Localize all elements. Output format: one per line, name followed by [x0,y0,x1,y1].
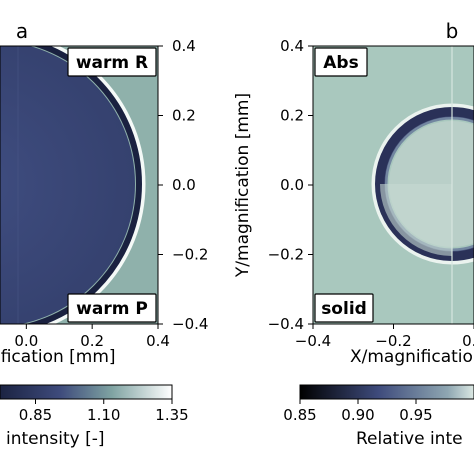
annotation-abs: Abs [314,47,368,77]
disc-halo [41,46,146,324]
panel-b-y-label: Y/magnification [mm] [233,93,253,278]
y-tick-label: −0.4 [268,315,304,333]
y-tick-label: −0.4 [172,315,208,333]
panel-letter-a: a [16,19,28,43]
panel-a-y-axis: 0.4 0.2 0.0 −0.2 −0.4 [158,37,208,333]
panel-b-y-axis: 0.4 0.2 0.0 −0.2 −0.4 [268,37,313,333]
panel-letter-b: b [446,19,459,43]
svg-text:Abs: Abs [323,53,358,73]
svg-text:warm P: warm P [76,299,148,319]
panel-b-x-axis: −0.4 −0.2 0.0 [295,324,474,350]
y-tick-label: 0.0 [172,176,196,194]
annotation-warm-r: warm R [67,47,157,77]
disc [0,46,135,324]
y-tick-label: −0.2 [268,246,304,264]
panel-a-colorbar-ticks: 0.85 1.10 1.35 [19,399,189,424]
panel-b-colorbar-ticks: 0.85 0.90 0.95 [283,399,433,424]
svg-text:solid: solid [321,299,367,319]
y-tick-label: 0.2 [280,107,304,125]
panel-b: Abs solid b −0.4−0.20.0 0.40.20.0−0.2−0.… [233,19,474,449]
panel-b-image [313,46,474,324]
y-tick-label: 0.4 [280,37,304,55]
panel-b-colorbar-label: Relative inte [356,429,463,449]
x-tick-label: 0.2 [80,332,104,350]
disc-edge-ring [25,46,142,324]
y-tick-label: −0.2 [172,246,208,264]
colorbar-tick-label: 0.85 [283,406,316,424]
colorbar-tick-label: 1.10 [87,406,120,424]
x-tick-label: 0.0 [462,332,474,350]
x-tick-label: 0.0 [14,332,38,350]
annotation-warm-p: warm P [67,293,157,323]
panel-b-colorbar [299,384,474,400]
x-tick-label: −0.4 [295,332,331,350]
panel-a-x-label: ification [mm] [0,347,116,367]
colorbar-tick-label: 1.35 [155,406,188,424]
colorbar-tick-label: 0.90 [341,406,374,424]
colorbar-tick-label: 0.95 [399,406,432,424]
svg-text:warm R: warm R [76,53,148,73]
annotation-solid: solid [314,293,374,323]
y-tick-label: 0.4 [172,37,196,55]
x-tick-label: −0.2 [375,332,411,350]
panel-a-x-axis: 0.0 0.2 0.4 [14,324,170,350]
y-tick-label: 0.0 [280,176,304,194]
x-tick-label: 0.4 [146,332,170,350]
panel-a-colorbar-label: intensity [-] [6,429,105,449]
panel-a: warm R warm P a 0.0 0.2 0.4 0.4 0.2 0.0 −0.2 −… [0,19,208,449]
panel-b-x-label: X/magnification [mm] [350,347,474,367]
panel-a-image [0,46,158,324]
colorbar-tick-label: 0.85 [19,406,52,424]
y-tick-label: 0.2 [172,107,196,125]
panel-a-colorbar [0,384,173,400]
